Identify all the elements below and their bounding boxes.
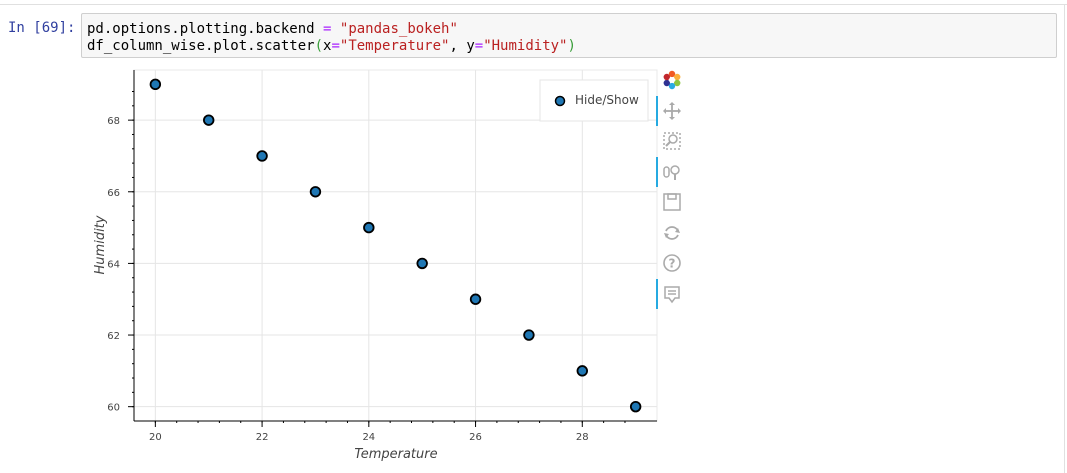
scatter-point[interactable]	[203, 114, 215, 126]
x-tick-label: 28	[576, 432, 589, 443]
code-line-2[interactable]: df_column_wise.plot.scatter(x="Temperatu…	[87, 38, 576, 55]
scatter-point[interactable]	[469, 293, 482, 305]
box-zoom-icon[interactable]	[663, 132, 681, 150]
x-tick-label: 20	[149, 432, 162, 443]
code-string: "Temperature"	[339, 38, 450, 54]
y-tick-label: 66	[107, 188, 120, 199]
x-tick-label: 24	[362, 432, 375, 443]
code-operator: =	[474, 38, 484, 54]
code-cell-editor[interactable]: pd.options.plotting.backend = "pandas_bo…	[81, 13, 1057, 58]
x-axis-label: Temperature	[354, 447, 437, 462]
code-token: df_column_wise.plot.scatter	[87, 38, 315, 54]
code-line-1[interactable]: pd.options.plotting.backend = "pandas_bo…	[87, 21, 458, 38]
code-string: "pandas_bokeh"	[339, 21, 458, 37]
scatter-point[interactable]	[149, 78, 162, 91]
code-paren: (	[314, 38, 324, 54]
y-tick-label: 68	[107, 116, 120, 127]
axes: 20 22 24 26 28 60 62 64 66 68	[107, 70, 657, 443]
y-tick-label: 64	[107, 259, 120, 270]
code-kw: x	[323, 38, 332, 54]
x-tick-label: 26	[469, 432, 482, 443]
help-icon[interactable]: ?	[663, 254, 681, 272]
wheel-zoom-active-indicator	[656, 157, 658, 187]
scatter-point[interactable]	[523, 329, 535, 341]
bokeh-toolbar[interactable]: ?	[656, 70, 681, 309]
scatter-point[interactable]	[256, 150, 268, 162]
pan-active-indicator	[656, 96, 658, 126]
code-string: "Humidity"	[483, 38, 568, 54]
grid-lines	[134, 70, 657, 421]
input-prompt: In [69]:	[8, 20, 76, 36]
cell-right-border	[1064, 4, 1065, 473]
scatter-point[interactable]	[416, 257, 428, 270]
scatter-point[interactable]	[309, 186, 322, 198]
code-sep: ,	[449, 38, 467, 54]
hover-icon[interactable]	[664, 286, 680, 304]
svg-text:?: ?	[669, 257, 676, 271]
hover-active-indicator	[656, 279, 658, 309]
wheel-zoom-icon[interactable]	[663, 165, 680, 180]
y-tick-label: 60	[107, 403, 120, 414]
y-axis-label: Humidity	[93, 215, 108, 274]
y-tick-label: 62	[107, 331, 120, 342]
scatter-point[interactable]	[576, 365, 588, 377]
legend-marker	[554, 95, 566, 107]
reset-icon[interactable]	[664, 226, 680, 240]
bokeh-logo-icon[interactable]	[663, 70, 681, 90]
code-operator: =	[331, 38, 340, 54]
code-paren: )	[567, 38, 576, 54]
cell-top-border	[0, 4, 1067, 5]
data-points[interactable]	[149, 78, 642, 413]
save-icon[interactable]	[663, 193, 681, 211]
legend[interactable]: Hide/Show	[539, 79, 649, 122]
code-operator: =	[323, 21, 332, 37]
pan-icon[interactable]	[663, 102, 681, 120]
code-token: pd.options.plotting.backend	[87, 21, 324, 37]
x-tick-label: 22	[256, 432, 269, 443]
scatter-point[interactable]	[363, 221, 375, 234]
legend-label[interactable]: Hide/Show	[575, 93, 639, 107]
scatter-point[interactable]	[629, 400, 642, 413]
code-kw: y	[466, 38, 475, 54]
